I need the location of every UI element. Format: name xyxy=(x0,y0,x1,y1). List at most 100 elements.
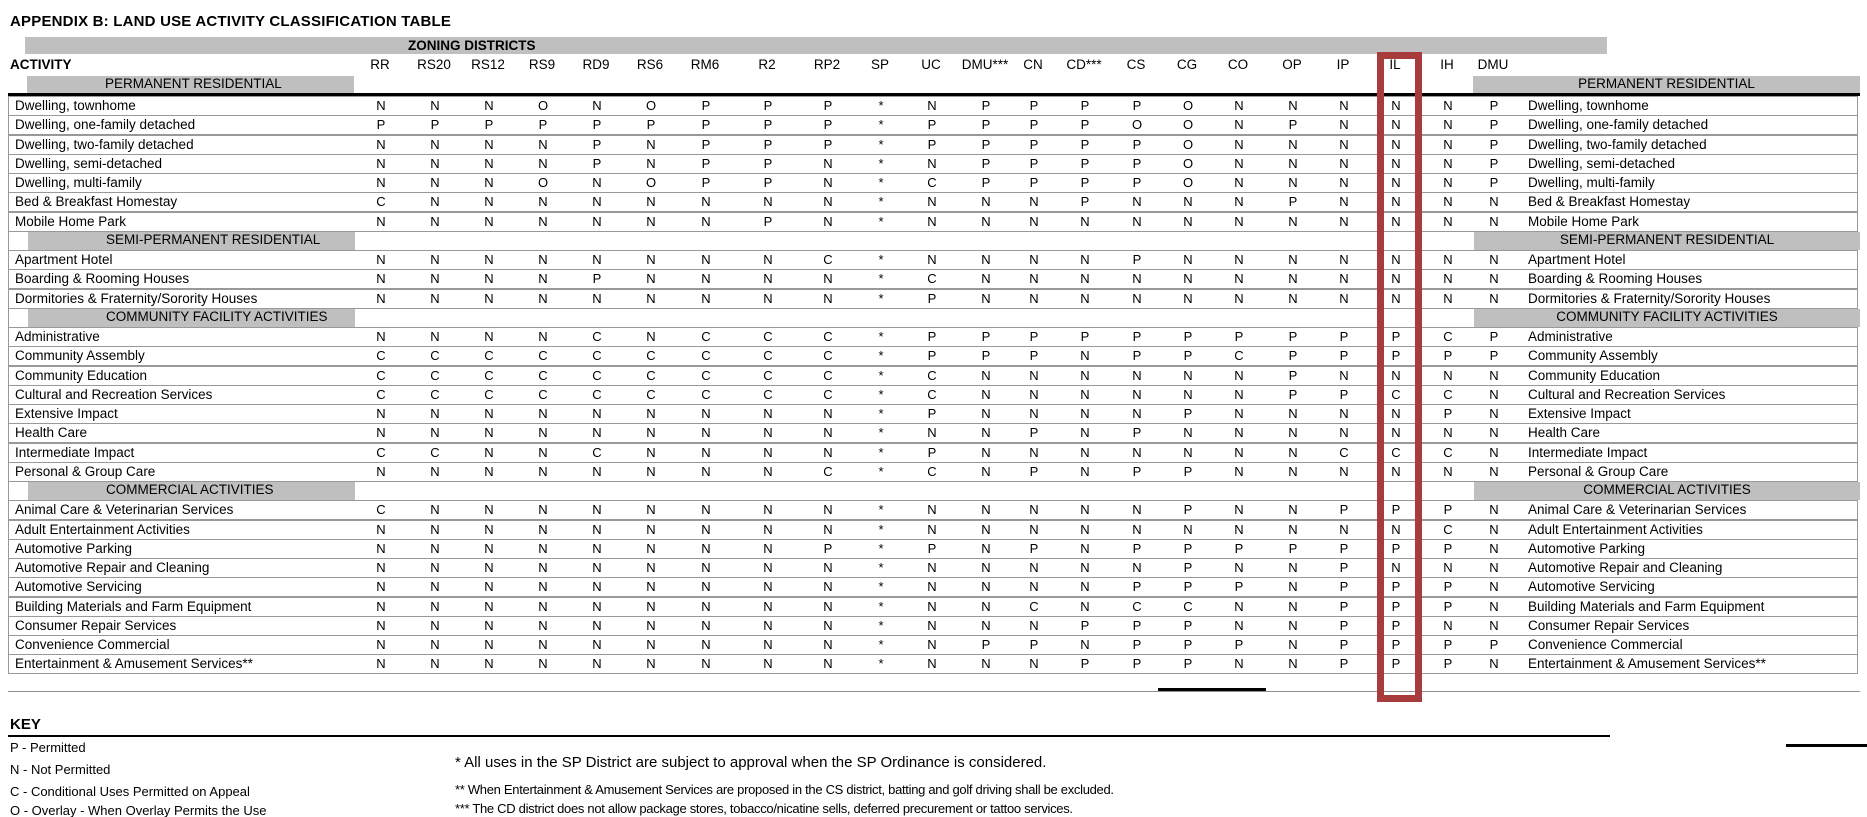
zone-cell-CS: N xyxy=(1132,406,1142,421)
zone-cell-RS6: C xyxy=(646,386,656,402)
activity-label: Extensive Impact xyxy=(15,406,118,421)
zone-cell-R2: N xyxy=(763,271,773,287)
zone-cell-CO: P xyxy=(1234,637,1244,652)
zone-cell-DMU: N xyxy=(1489,463,1499,479)
zone-cell-RS12: N xyxy=(484,271,494,287)
zone-cell-RS6: C xyxy=(646,367,656,383)
column-header-IL: IL xyxy=(1389,57,1401,72)
zone-cell-RM6: N xyxy=(701,579,711,595)
zone-cell-RS20: N xyxy=(430,290,440,306)
zone-cell-RS9: N xyxy=(538,579,548,595)
zone-cell-OP: N xyxy=(1288,579,1298,595)
zone-cell-RS6: N xyxy=(646,463,656,479)
zone-cell-RS12: N xyxy=(484,502,494,518)
zone-cell-RR: N xyxy=(376,598,386,614)
table-row: Apartment Hotel N N N N N N N N C * N N N N P N N N N N N N Apa… xyxy=(8,250,1858,270)
zone-cell-RS9: N xyxy=(538,598,548,614)
zone-cell-IL: P xyxy=(1391,540,1401,556)
zone-cell-RS9: N xyxy=(538,502,548,518)
zone-cell-RD9: N xyxy=(592,521,602,537)
zone-cell-RD9: N xyxy=(592,637,602,652)
zone-cell-RP2: C xyxy=(823,348,833,364)
zone-cell-CS: P xyxy=(1132,617,1142,633)
zone-cell-CG: C xyxy=(1183,598,1193,614)
column-header-SP: SP xyxy=(870,57,890,72)
zone-cell-RS9: N xyxy=(538,271,548,287)
zone-cell-IP: N xyxy=(1339,406,1349,421)
zone-cell-DMU: N xyxy=(981,213,991,229)
zone-cell-RS6: N xyxy=(646,637,656,652)
zone-cell-DMU: N xyxy=(981,463,991,479)
zone-cell-IH: N xyxy=(1443,175,1453,190)
zone-cell-RS9: N xyxy=(538,155,548,171)
zone-cell-OP: N xyxy=(1288,98,1298,113)
zone-cell-IH: N xyxy=(1443,252,1453,267)
activity-label-right: Personal & Group Care xyxy=(1528,463,1669,479)
zone-cell-R2: N xyxy=(763,444,773,460)
column-header-RD9: RD9 xyxy=(582,57,610,72)
zone-cell-DMU: N xyxy=(981,617,991,633)
column-header-CG: CG xyxy=(1176,57,1198,72)
zone-cell-IL: N xyxy=(1391,194,1401,210)
zone-cell-R2: N xyxy=(763,637,773,652)
zone-cell-RP2: N xyxy=(823,175,833,190)
zone-cell-RD9: N xyxy=(592,463,602,479)
activity-label-right: Intermediate Impact xyxy=(1528,444,1648,460)
zone-cell-CN: P xyxy=(1029,117,1039,133)
zone-cell-RS12: P xyxy=(484,117,494,133)
zone-cell-UC: P xyxy=(927,406,937,421)
table-row: Mobile Home Park N N N N N N N P N * N N N N N N N N N N N N Mo… xyxy=(8,211,1858,232)
zone-cell-DMU: P xyxy=(981,155,991,171)
zone-cell-OP: N xyxy=(1288,637,1298,652)
zone-cell-RM6: N xyxy=(701,540,711,556)
zone-cell-DMU: P xyxy=(981,329,991,344)
key-item: O - Overlay - When Overlay Permits the U… xyxy=(10,803,267,817)
zone-cell-CO: N xyxy=(1234,444,1244,460)
zone-cell-SP: * xyxy=(878,117,884,133)
activity-label-right: Community Assembly xyxy=(1528,348,1658,364)
zone-cell-RS12: N xyxy=(484,213,494,229)
zone-cell-DMU: P xyxy=(981,98,991,113)
zone-cell-R2: N xyxy=(763,406,773,421)
zone-cell-DMU: N xyxy=(981,271,991,287)
zone-cell-RD9: C xyxy=(592,386,602,402)
zone-cell-RS20: C xyxy=(430,367,440,383)
zone-cell-OP: N xyxy=(1288,425,1298,441)
table-row: Dwelling, multi-family N N N O N O P P N * C P P P P O N N… xyxy=(8,173,1858,193)
zone-cell-IP: N xyxy=(1339,98,1349,113)
section-band-right: PERMANENT RESIDENTIAL xyxy=(1473,76,1860,93)
zone-cell-DMU: N xyxy=(981,252,991,267)
column-header-RP2: RP2 xyxy=(813,57,841,72)
zone-cell-R2: N xyxy=(763,579,773,595)
zone-cell-RR: N xyxy=(376,155,386,171)
zone-cell-RS12: N xyxy=(484,136,494,152)
zone-cell-RR: C xyxy=(376,194,386,210)
zone-cell-DMU: P xyxy=(1489,155,1499,171)
activity-label: Animal Care & Veterinarian Services xyxy=(15,502,234,518)
column-header-RS6: RS6 xyxy=(636,57,664,72)
zone-cell-CN: P xyxy=(1029,637,1039,652)
zone-cell-RD9: N xyxy=(592,579,602,595)
zone-cell-OP: P xyxy=(1288,348,1298,364)
zone-cell-RS12: N xyxy=(484,540,494,556)
zone-cell-SP: * xyxy=(878,656,884,672)
zone-cell-DMU: N xyxy=(1489,656,1499,672)
zone-cell-RS6: N xyxy=(646,444,656,460)
zone-cell-RS9: N xyxy=(538,444,548,460)
zone-cell-RM6: P xyxy=(701,117,711,133)
zone-cell-CS: N xyxy=(1132,521,1142,537)
zone-cell-IH: N xyxy=(1443,155,1453,171)
zone-cell-DMU: N xyxy=(981,521,991,537)
zone-cell-CD: N xyxy=(1080,367,1090,383)
zone-cell-IP: P xyxy=(1339,540,1349,556)
zone-cell-RS12: N xyxy=(484,617,494,633)
zone-cell-RS12: N xyxy=(484,98,494,113)
zone-cell-CN: N xyxy=(1029,444,1039,460)
zone-cell-CO: N xyxy=(1234,290,1244,306)
zone-cell-RS12: N xyxy=(484,444,494,460)
zone-cell-RS6: N xyxy=(646,560,656,575)
zone-cell-RP2: C xyxy=(823,463,833,479)
zone-cell-RS6: O xyxy=(645,175,657,190)
zone-cell-DMU: N xyxy=(1489,425,1499,441)
zone-cell-RR: C xyxy=(376,502,386,518)
